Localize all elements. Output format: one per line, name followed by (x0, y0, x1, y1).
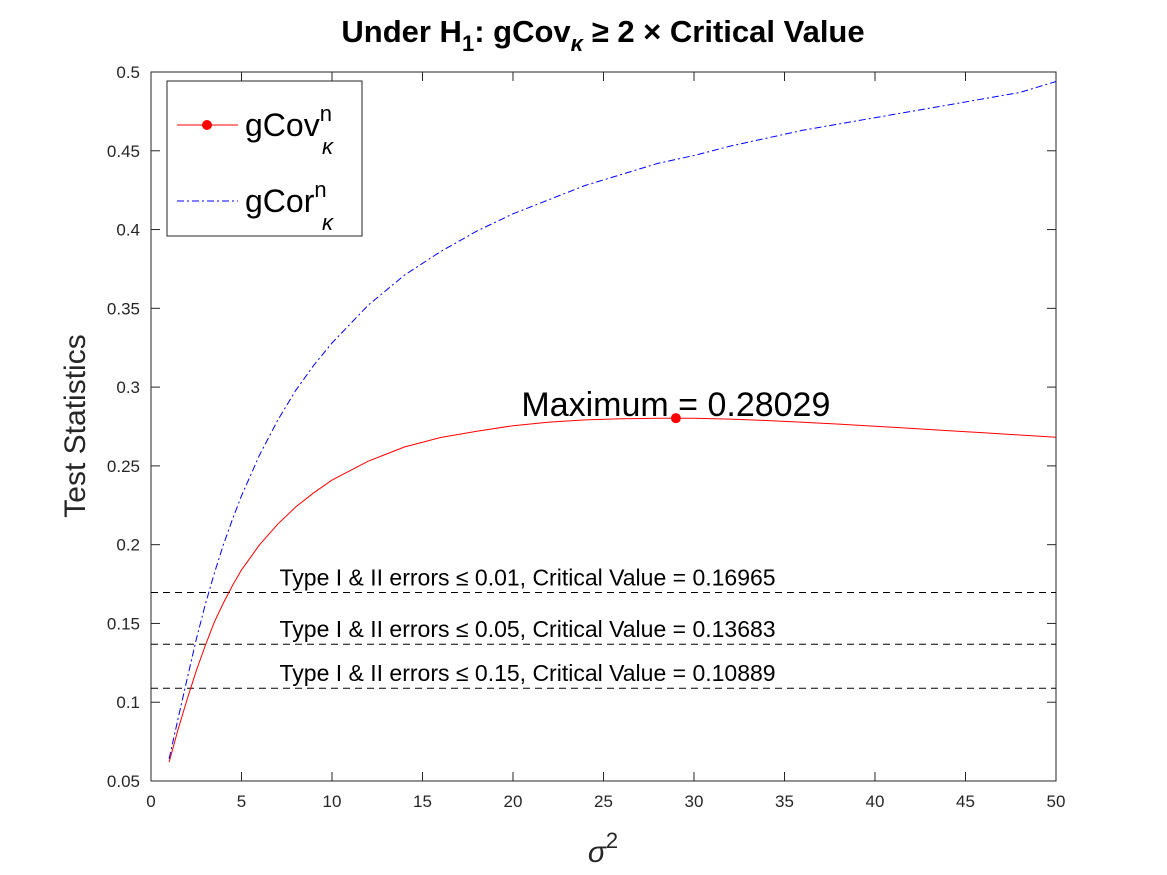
legend-label-gcov: gCovn κ (245, 101, 334, 159)
title-subscript-1: 1 (462, 31, 474, 56)
series-line-gcor (168, 81, 1057, 760)
x-tick-label: 50 (1047, 792, 1066, 811)
y-tick-label: 0.3 (116, 378, 140, 397)
y-tick-label: 0.2 (116, 536, 140, 555)
y-tick-label: 0.1 (116, 693, 140, 712)
x-axis-label-superscript: 2 (606, 828, 618, 853)
y-tick-label: 0.35 (107, 299, 140, 318)
critical-value-label: Type I & II errors ≤ 0.15, Critical Valu… (280, 660, 776, 686)
y-tick-label: 0.45 (107, 142, 140, 161)
x-tick-label: 5 (237, 792, 246, 811)
x-axis-label-base: σ (588, 836, 608, 869)
title-part-3: ≥ 2 × Critical Value (583, 14, 865, 49)
x-tick-label: 10 (323, 792, 342, 811)
legend-label-gcor-sub: κ (322, 210, 334, 235)
y-axis-label: Test Statistics (59, 334, 92, 517)
series-line-gcov (168, 417, 1057, 763)
legend-label-gcor-base: gCor (245, 183, 315, 219)
legend-box (166, 80, 363, 237)
x-tick-label: 40 (866, 792, 885, 811)
maximum-point (670, 413, 681, 424)
title-subscript-kappa: κ (571, 31, 585, 56)
legend-marker-gcov (202, 120, 212, 130)
reference-lines (151, 591, 1056, 689)
x-axis-ticks: 0 5 10 15 20 25 30 35 40 45 50 (146, 72, 1065, 811)
x-tick-label: 35 (775, 792, 794, 811)
title-part-1: Under H (341, 14, 462, 49)
legend-label-gcor: gCorn κ (245, 177, 334, 235)
y-tick-label: 0.4 (116, 221, 140, 240)
x-tick-label: 20 (504, 792, 523, 811)
legend-label-gcov-base: gCov (245, 107, 320, 143)
y-tick-label: 0.15 (107, 614, 140, 633)
x-axis-label: σ2 (588, 828, 618, 869)
legend: gCovn κ gCorn κ (166, 80, 363, 237)
x-tick-label: 30 (685, 792, 704, 811)
x-tick-label: 45 (956, 792, 975, 811)
legend-label-gcov-sub: κ (322, 134, 334, 159)
x-tick-label: 0 (146, 792, 155, 811)
y-tick-label: 0.5 (116, 63, 140, 82)
legend-label-gcor-sup: n (314, 177, 326, 202)
series-lines (168, 81, 1057, 763)
x-tick-label: 25 (594, 792, 613, 811)
reference-labels: Type I & II errors ≤ 0.01, Critical Valu… (280, 564, 776, 686)
y-tick-label: 0.05 (107, 772, 140, 791)
y-tick-label: 0.25 (107, 457, 140, 476)
title-part-2: : gCov (474, 14, 571, 49)
x-tick-label: 15 (413, 792, 432, 811)
chart-title: Under H1: gCovκ ≥ 2 × Critical Value (341, 14, 864, 56)
legend-label-gcov-sup: n (320, 101, 332, 126)
maximum-annotation: Maximum = 0.28029 (521, 386, 830, 424)
y-axis-ticks: 0.05 0.1 0.15 0.2 0.25 0.3 0.35 0.4 0.45 0.5 (107, 63, 1056, 791)
critical-value-label: Type I & II errors ≤ 0.05, Critical Valu… (280, 616, 776, 642)
critical-value-label: Type I & II errors ≤ 0.01, Critical Valu… (280, 564, 776, 590)
